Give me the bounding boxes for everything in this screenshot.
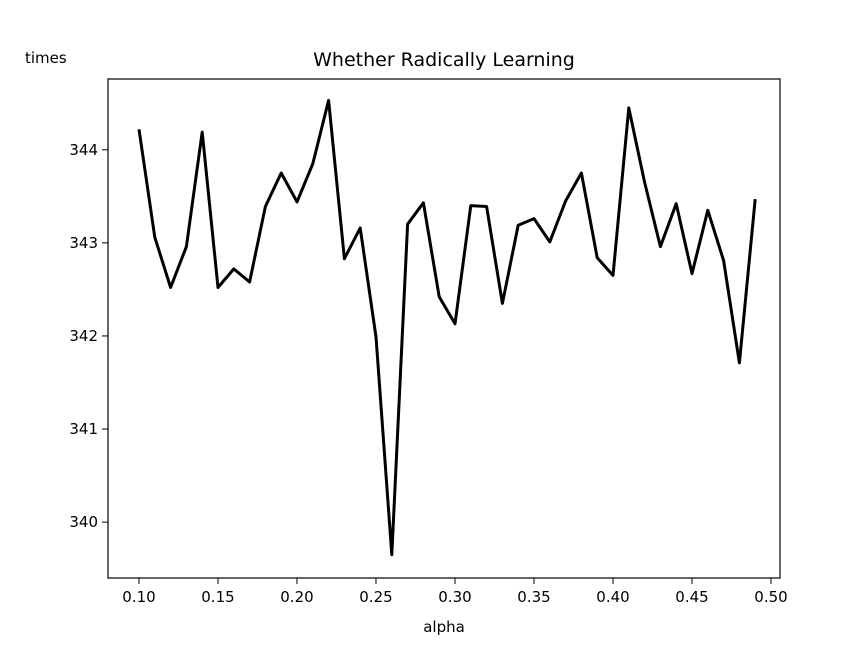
y-tick-label: 344 xyxy=(69,141,98,159)
x-tick-label: 0.10 xyxy=(122,588,155,606)
y-tick-label: 340 xyxy=(69,513,98,531)
plot-frame xyxy=(107,78,781,579)
x-axis-label: alpha xyxy=(423,618,465,636)
y-tick-label: 343 xyxy=(69,234,98,252)
series-line xyxy=(137,98,757,557)
x-tick-label: 0.15 xyxy=(201,588,234,606)
y-axis-label: times xyxy=(25,49,67,67)
x-tick-label: 0.30 xyxy=(438,588,471,606)
x-tick-label: 0.40 xyxy=(596,588,629,606)
y-tick-label: 341 xyxy=(69,420,98,438)
x-tick-label: 0.20 xyxy=(280,588,313,606)
x-tick-label: 0.25 xyxy=(359,588,392,606)
x-tick-label: 0.50 xyxy=(754,588,787,606)
chart-title: Whether Radically Learning xyxy=(313,49,575,71)
y-tick-label: 342 xyxy=(69,327,98,345)
x-tick-label: 0.35 xyxy=(517,588,550,606)
x-tick-label: 0.45 xyxy=(675,588,708,606)
